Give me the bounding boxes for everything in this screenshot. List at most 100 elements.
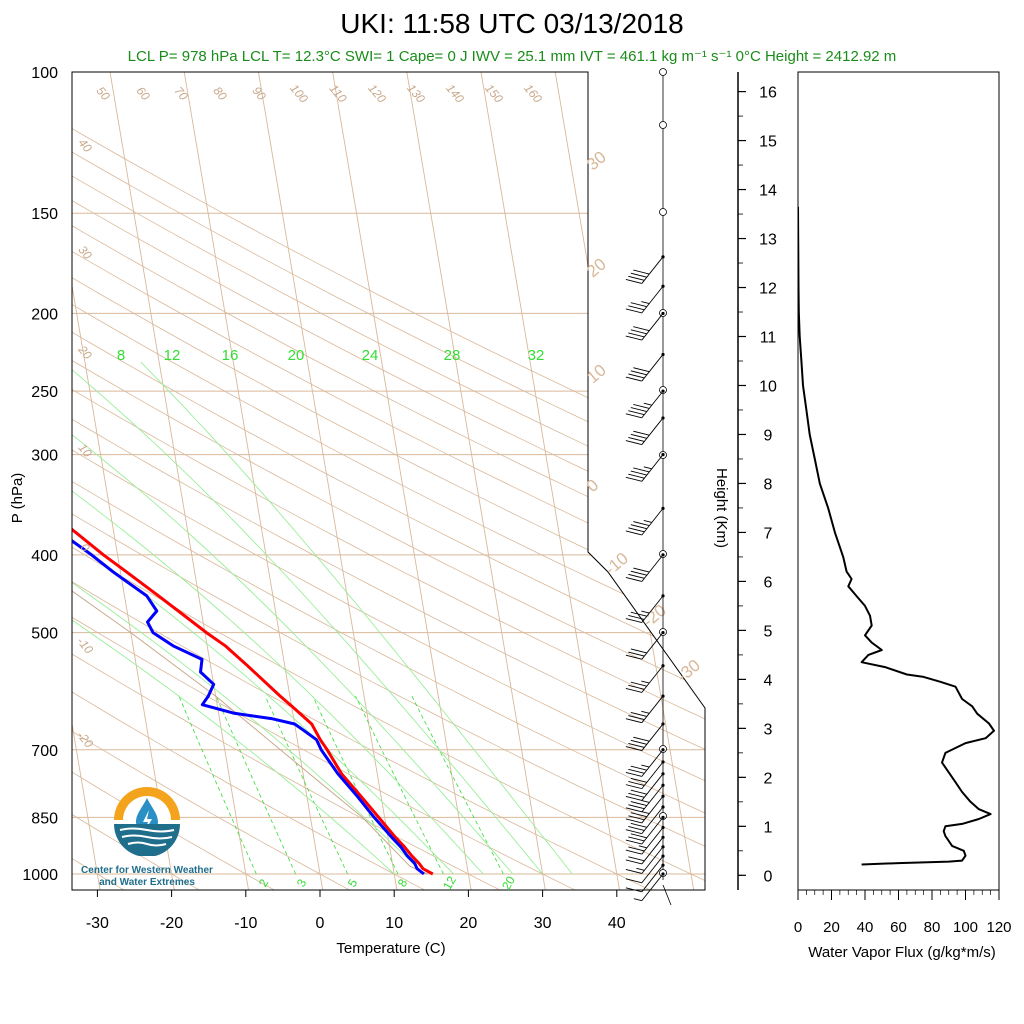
barb-shaft: [641, 695, 664, 723]
isotherm-line: [480, 72, 620, 890]
wind-barb: [625, 311, 665, 341]
barb-flag: [633, 567, 650, 573]
barb-flag: [628, 768, 645, 774]
theta-label-top: 130: [404, 81, 428, 106]
wind-barb: [625, 845, 665, 874]
barb-half-flag: [633, 898, 642, 902]
barb-flag: [628, 836, 645, 842]
temperature-tick-label: 30: [534, 915, 552, 932]
moist-adiabat-label: 28: [444, 347, 461, 364]
dry-adiabat-line: [72, 814, 200, 890]
dry-adiabat-line: [72, 331, 705, 661]
isotherm-line: [109, 72, 249, 890]
barb-flag: [625, 577, 642, 582]
wind-barb: [625, 506, 665, 536]
barb-flag: [628, 715, 645, 721]
barb-flag: [628, 856, 645, 862]
barb-flag: [628, 332, 645, 338]
barb-flag: [628, 473, 645, 479]
pressure-tick-label: 850: [31, 810, 58, 827]
barb-flag: [633, 467, 650, 473]
barb-flag: [628, 846, 645, 852]
barb-flag: [628, 804, 645, 810]
flux-panel-border: [797, 71, 1000, 891]
dry-adiabat-line: [72, 175, 705, 501]
skewt-profiles: [72, 527, 434, 876]
barb-shaft: [641, 806, 664, 834]
height-tick-label: 2: [764, 770, 773, 787]
height-tick-label: 10: [759, 378, 777, 395]
moist-adiabat-line: [72, 369, 543, 875]
pressure-tick-label: 700: [31, 743, 58, 760]
pressure-tick-label: 500: [31, 626, 58, 643]
isotherm-line: [72, 721, 101, 890]
barb-flag: [628, 573, 645, 579]
barb-flag: [630, 765, 647, 771]
temperature-tick-label: -30: [86, 915, 109, 932]
barb-flag: [633, 367, 650, 373]
barb-flag: [628, 614, 645, 620]
mixing-ratio-line: [264, 695, 348, 875]
barb-flag: [630, 739, 647, 745]
skewt-border: [71, 71, 706, 891]
wind-barb: [625, 389, 665, 419]
flux-tick-label: 120: [986, 919, 1011, 936]
height-tick-label: 13: [759, 232, 777, 249]
moist-adiabat-line: [72, 434, 514, 875]
barb-shaft: [641, 285, 664, 314]
dry-adiabat-line: [72, 277, 705, 605]
wind-barb: [625, 284, 665, 314]
barb-flag: [628, 743, 645, 748]
height-tick-label: 9: [764, 427, 773, 444]
barb-shaft: [641, 256, 664, 284]
wind-barb: [625, 255, 665, 284]
barb-shaft: [641, 817, 664, 845]
temperature-axis-label: Temperature (C): [336, 940, 445, 957]
height-tick-label: 6: [764, 574, 773, 591]
barb-shaft: [641, 354, 664, 382]
dry-adiabat-line: [72, 388, 705, 720]
barb-shaft: [641, 761, 664, 789]
barb-shaft: [641, 837, 664, 865]
barb-half-flag: [641, 811, 650, 814]
theta-label-left: -10: [74, 634, 96, 657]
mixing-ratio-line: [355, 695, 444, 875]
dry-adiabat-line: [72, 691, 426, 890]
theta-label-top: 50: [93, 84, 113, 103]
barb-flag: [628, 437, 645, 442]
barb-half-flag: [641, 800, 650, 803]
barb-flag: [630, 272, 647, 278]
moist-adiabat-line: [140, 361, 573, 875]
barb-flag: [625, 476, 642, 482]
barb-flag: [625, 887, 642, 893]
parcel-path-line: [72, 590, 428, 875]
height-tick-label: 16: [759, 85, 777, 102]
barb-shaft: [641, 595, 664, 623]
barb-flag: [628, 684, 645, 690]
dry-adiabat-line: [72, 653, 501, 890]
wind-barb: [625, 794, 665, 824]
barb-shaft: [641, 454, 664, 482]
barb-flag: [633, 430, 650, 436]
barb-flag: [625, 878, 642, 884]
barb-flag: [625, 530, 642, 536]
wind-barb: [625, 594, 665, 623]
wind-barb: [625, 694, 665, 724]
barb-shaft: [641, 749, 664, 777]
flux-tick-label: 40: [857, 919, 874, 936]
moist-adiabat-label: 32: [528, 347, 545, 364]
barb-flag: [628, 815, 645, 821]
barb-flag: [633, 521, 650, 527]
moist-adiabat-label: 24: [362, 347, 379, 364]
flux-tick-label: 60: [890, 919, 907, 936]
barb-half-flag: [643, 520, 652, 523]
theta-label-top: 120: [365, 81, 389, 106]
wind-barb: [625, 630, 665, 660]
dry-adiabat-line: [72, 304, 705, 633]
moist-adiabat-label: 16: [222, 347, 239, 364]
barb-flag: [630, 611, 647, 617]
dry-adiabat-line: [72, 480, 705, 814]
height-tick-label: 3: [764, 721, 773, 738]
barb-flag: [628, 792, 645, 798]
pressure-tick-label: 200: [31, 306, 58, 323]
